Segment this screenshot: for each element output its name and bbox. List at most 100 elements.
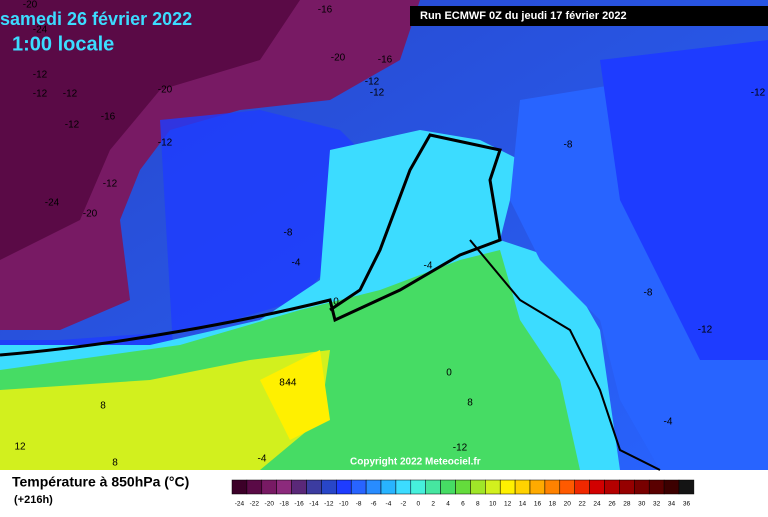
legend-tick-label: -12: [324, 501, 334, 508]
contour-label: -24: [45, 198, 60, 209]
legend-swatch: [589, 479, 605, 495]
legend-swatch: [380, 479, 397, 495]
warm-patch: [260, 350, 330, 440]
legend-swatch: [619, 479, 635, 495]
contour-label: 4: [285, 378, 291, 389]
legend-tick-label: 28: [623, 501, 631, 508]
legend-swatch: [395, 479, 412, 495]
contour-label: -12: [751, 88, 766, 99]
contour-label: -4: [424, 261, 433, 272]
map-time: 1:00 locale: [12, 33, 114, 55]
legend-tick-label: 8: [476, 501, 480, 508]
contour-label: -16: [378, 55, 393, 66]
legend-swatch: [231, 479, 248, 495]
legend-swatch: [634, 479, 650, 495]
legend-tick-label: 6: [461, 501, 465, 508]
legend-swatch: [246, 479, 263, 495]
run-info: Run ECMWF 0Z du jeudi 17 février 2022: [420, 10, 627, 22]
contour-label: -20: [83, 209, 98, 220]
legend-swatch: [321, 479, 337, 495]
legend-swatch: [350, 479, 367, 495]
contour-label: -4: [288, 378, 297, 389]
contour-label: 8: [279, 378, 285, 389]
legend-swatch: [648, 479, 665, 495]
legend-swatch: [529, 479, 546, 495]
contour-label: -24: [33, 25, 48, 36]
legend-tick-label: 0: [416, 501, 420, 508]
contour-label: 0: [333, 297, 339, 308]
legend-tick-label: 22: [579, 501, 587, 508]
legend-tick-label: 20: [564, 501, 572, 508]
legend-title: Température à 850hPa (°C): [12, 474, 189, 490]
legend-swatch: [306, 479, 322, 495]
legend-swatch: [485, 479, 501, 495]
legend-tick-label: -18: [279, 501, 289, 508]
contour-label: 12: [14, 442, 26, 453]
legend-swatch: [499, 479, 516, 495]
legend-tick-label: 14: [519, 501, 527, 508]
legend-tick-label: 26: [608, 501, 616, 508]
contour-label: -12: [103, 179, 118, 190]
legend-tick-label: 18: [549, 501, 557, 508]
legend-swatch: [440, 479, 456, 495]
legend-swatch: [276, 479, 292, 495]
contour-label: -20: [158, 85, 173, 96]
run-box: [410, 6, 768, 26]
legend-tick-label: -16: [294, 501, 304, 508]
legend-swatch: [678, 479, 695, 495]
contour-label: -8: [644, 288, 653, 299]
legend-swatch: [544, 479, 561, 495]
legend-swatch: [261, 479, 277, 495]
map-date: samedi 26 février 2022: [0, 9, 192, 29]
contour-label: -12: [453, 443, 468, 454]
legend-swatch: [365, 479, 382, 495]
legend-swatch: [574, 479, 590, 495]
zero-isotherm: [0, 133, 502, 357]
isotherm: [469, 239, 661, 471]
legend-swatch: [470, 479, 486, 495]
contour-label: -12: [33, 89, 48, 100]
east-cold: [600, 40, 768, 360]
contour-label: -8: [284, 228, 293, 239]
contour-label: -4: [292, 258, 301, 269]
legend-tick-label: -10: [339, 501, 349, 508]
legend-tick-label: 24: [593, 501, 601, 508]
contour-label: -20: [331, 53, 346, 64]
legend-tick-label: 12: [504, 501, 512, 508]
legend-tick-label: 36: [683, 501, 691, 508]
legend-swatch: [410, 479, 426, 495]
legend-tick-label: -6: [371, 501, 377, 508]
legend-swatch: [425, 479, 441, 495]
contour-label: 0: [446, 368, 452, 379]
contour-label: -16: [318, 5, 333, 16]
very-cold-region: [0, 0, 300, 260]
contour-label: -12: [65, 120, 80, 131]
legend-swatch: [663, 479, 680, 495]
legend-swatch: [514, 479, 531, 495]
legend-tick-label: -4: [386, 501, 392, 508]
legend-tick-label: 4: [446, 501, 450, 508]
contour-label: 8: [100, 401, 106, 412]
legend-tick-label: -20: [265, 501, 275, 508]
legend-tick-label: 32: [653, 501, 661, 508]
contour-label: -12: [33, 70, 48, 81]
legend-tick-label: -22: [250, 501, 260, 508]
contour-label: -12: [370, 88, 385, 99]
legend-tick-label: -14: [309, 501, 319, 508]
legend-tick-label: 16: [534, 501, 542, 508]
contour-label: -4: [258, 454, 267, 465]
copyright: Copyright 2022 Meteociel.fr: [350, 457, 481, 468]
contour-label: -20: [23, 0, 38, 11]
legend-tick-label: -2: [400, 501, 406, 508]
legend-swatch: [559, 479, 575, 495]
legend-swatch: [336, 479, 352, 495]
legend-tick-label: 2: [431, 501, 435, 508]
contour-label: -8: [564, 140, 573, 151]
legend-tick-label: 10: [489, 501, 497, 508]
legend-lead: (+216h): [14, 494, 53, 506]
legend-tick-label: 30: [638, 501, 646, 508]
legend-tick-label: -24: [235, 501, 245, 508]
legend-swatch: [604, 479, 620, 495]
legend-tick-label: 34: [668, 501, 676, 508]
